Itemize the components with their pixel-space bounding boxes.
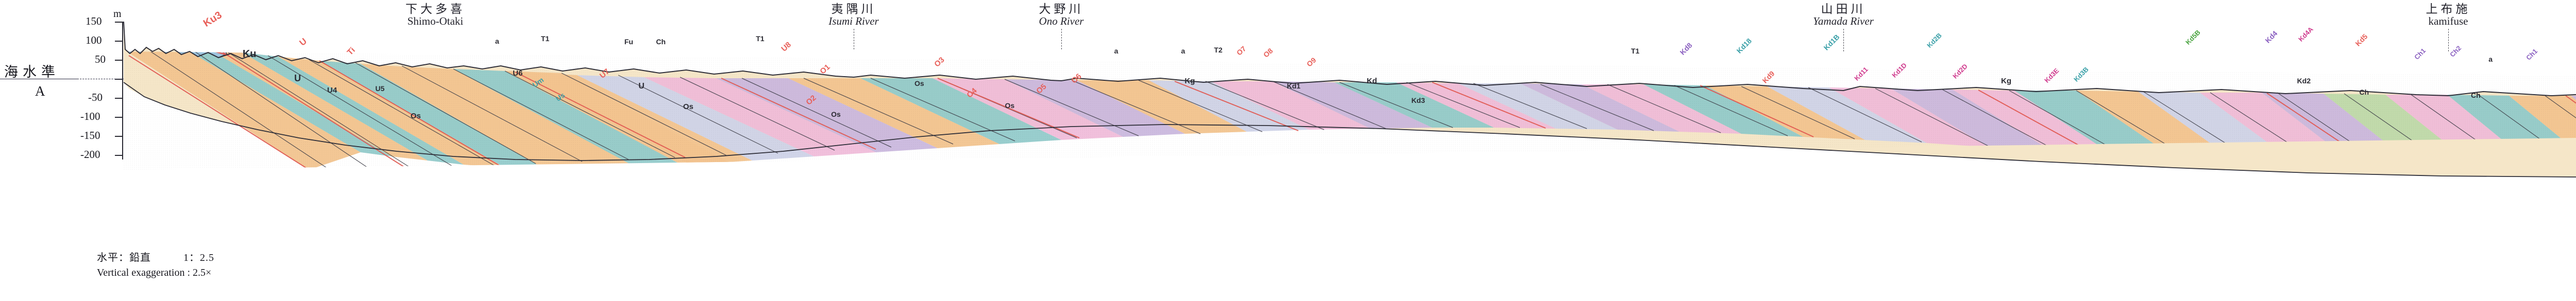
place-label-kamifuse: 上布施 kamifuse: [2426, 3, 2471, 27]
left-axis-tick-m200: -200: [80, 148, 100, 161]
unit-label: Ku: [242, 48, 257, 60]
unit-label: Ch: [2471, 91, 2481, 99]
unit-label: a: [1114, 47, 1118, 55]
unit-label: Kg: [2001, 77, 2011, 85]
unit-label: Kd1: [1286, 82, 1301, 90]
place-label-jp: 大野川: [1039, 3, 1084, 15]
unit-label: U: [294, 73, 301, 83]
place-label-shimo-otaki: 下大多喜 Shimo-Otaki: [405, 3, 465, 27]
unit-label: U5: [375, 84, 385, 93]
unit-label: Os: [683, 102, 693, 111]
left-axis-line: [122, 22, 123, 160]
place-label-en: Isumi River: [828, 15, 879, 28]
unit-label: U6: [513, 69, 523, 78]
unit-label: T1: [1631, 47, 1640, 55]
left-axis-tick-mark: [115, 98, 123, 99]
left-axis-tick-m100: -100: [80, 110, 100, 122]
unit-label: Os: [410, 112, 421, 120]
unit-label: a: [1181, 47, 1185, 55]
left-axis-tick-50: 50: [95, 53, 106, 65]
unit-label: Ch: [2359, 88, 2369, 96]
unit-label: Ch: [656, 38, 666, 46]
unit-label: Os: [831, 110, 841, 118]
unit-label: T2: [1214, 46, 1223, 54]
unit-label: Kd2: [2297, 77, 2311, 85]
left-axis-tick-150: 150: [86, 15, 102, 27]
left-axis-tick-100: 100: [86, 34, 102, 46]
place-label-jp: 下大多喜: [405, 3, 465, 15]
left-axis-tick-mark: [115, 22, 123, 23]
left-axis-tick-mark: [115, 60, 123, 61]
marker-horizons: [128, 51, 2576, 170]
locator-tick-kamifuse: [2448, 29, 2449, 51]
unit-label: Kd3: [1411, 96, 1425, 104]
place-label-isumi-river: 夷隅川 Isumi River: [828, 3, 878, 27]
place-label-en: Yamada River: [1813, 15, 1874, 28]
place-label-en: Ono River: [1039, 15, 1084, 28]
ground-surface-line: [123, 21, 2576, 97]
place-label-jp: 上布施: [2426, 3, 2471, 15]
unit-label: T1: [756, 34, 765, 43]
unit-label: a: [2488, 55, 2493, 63]
unit-label: U4: [327, 86, 337, 95]
scale-caption: 水平：鉛直 1：2.5 Vertical exaggeration : 2.5×: [97, 251, 214, 280]
scale-caption-line1: 水平：鉛直 1：2.5: [97, 252, 214, 263]
left-axis-unit: m: [113, 8, 122, 20]
unit-label: Kg: [1184, 77, 1195, 85]
place-label-en: Shimo-Otaki: [407, 15, 464, 28]
unit-label: T1: [540, 34, 550, 43]
locator-tick-ono: [1061, 29, 1062, 49]
unit-label: Fu: [624, 38, 633, 46]
left-axis-tick-m50: -50: [88, 91, 103, 103]
section-base-line: [123, 82, 2576, 178]
left-axis-tick-mark: [115, 136, 123, 137]
place-label-en: kamifuse: [2428, 15, 2468, 28]
unit-label: Kd: [1366, 77, 1377, 85]
left-axis-tick-mark: [115, 155, 123, 156]
place-label-jp: 夷隅川: [831, 3, 876, 15]
locator-tick-yamada: [1843, 29, 1844, 51]
unit-label: U: [638, 82, 645, 91]
place-label-jp: 山田川: [1821, 3, 1866, 15]
left-axis-tick-mark: [115, 41, 123, 42]
sea-level-label-jp: 海水準: [4, 64, 60, 80]
endpoint-label-a: A: [35, 83, 45, 99]
left-axis-tick-m150: -150: [80, 129, 100, 141]
unit-label: Os: [1005, 101, 1015, 110]
place-label-ono-river: 大野川 Ono River: [1039, 3, 1084, 27]
unit-label: a: [495, 37, 499, 45]
scale-caption-line2: Vertical exaggeration : 2.5×: [97, 267, 212, 278]
unit-label: Os: [914, 79, 924, 87]
left-axis-tick-mark: [115, 117, 123, 118]
place-label-yamada-river: 山田川 Yamada River: [1813, 3, 1874, 27]
